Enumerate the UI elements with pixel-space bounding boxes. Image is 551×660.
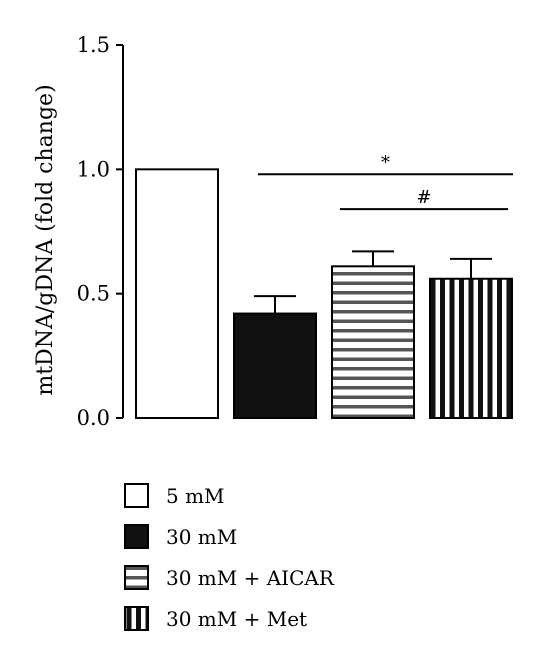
legend-label-4: 30 mM + Met bbox=[166, 607, 307, 631]
bars bbox=[135, 168, 513, 419]
y-axis-title: mtDNA/gDNA (fold change) bbox=[33, 84, 58, 395]
bar-4 bbox=[429, 277, 513, 419]
significance-symbol-2: # bbox=[416, 187, 431, 208]
significance-annotations: *# bbox=[258, 152, 513, 211]
significance-symbol-1: * bbox=[381, 152, 390, 173]
legend-swatch-4 bbox=[124, 606, 149, 631]
legend: 5 mM 30 mM 30 mM + AICAR 30 mM + Met bbox=[124, 483, 335, 631]
y-tick-label: 0.0 bbox=[77, 406, 110, 430]
bar-3 bbox=[331, 265, 415, 419]
y-tick-label: 0.5 bbox=[77, 282, 110, 306]
y-axis: 0.0 0.5 1.0 1.5 bbox=[77, 33, 124, 430]
legend-swatch-1 bbox=[124, 483, 149, 508]
legend-swatch-3 bbox=[124, 565, 149, 590]
bar-1 bbox=[135, 168, 219, 419]
bar-2 bbox=[233, 312, 317, 419]
legend-label-1: 5 mM bbox=[166, 484, 225, 508]
legend-label-2: 30 mM bbox=[166, 525, 237, 549]
legend-swatch-2 bbox=[124, 524, 149, 549]
y-tick-label: 1.5 bbox=[77, 33, 110, 57]
legend-label-3: 30 mM + AICAR bbox=[166, 566, 335, 590]
y-tick-label: 1.0 bbox=[77, 157, 110, 181]
